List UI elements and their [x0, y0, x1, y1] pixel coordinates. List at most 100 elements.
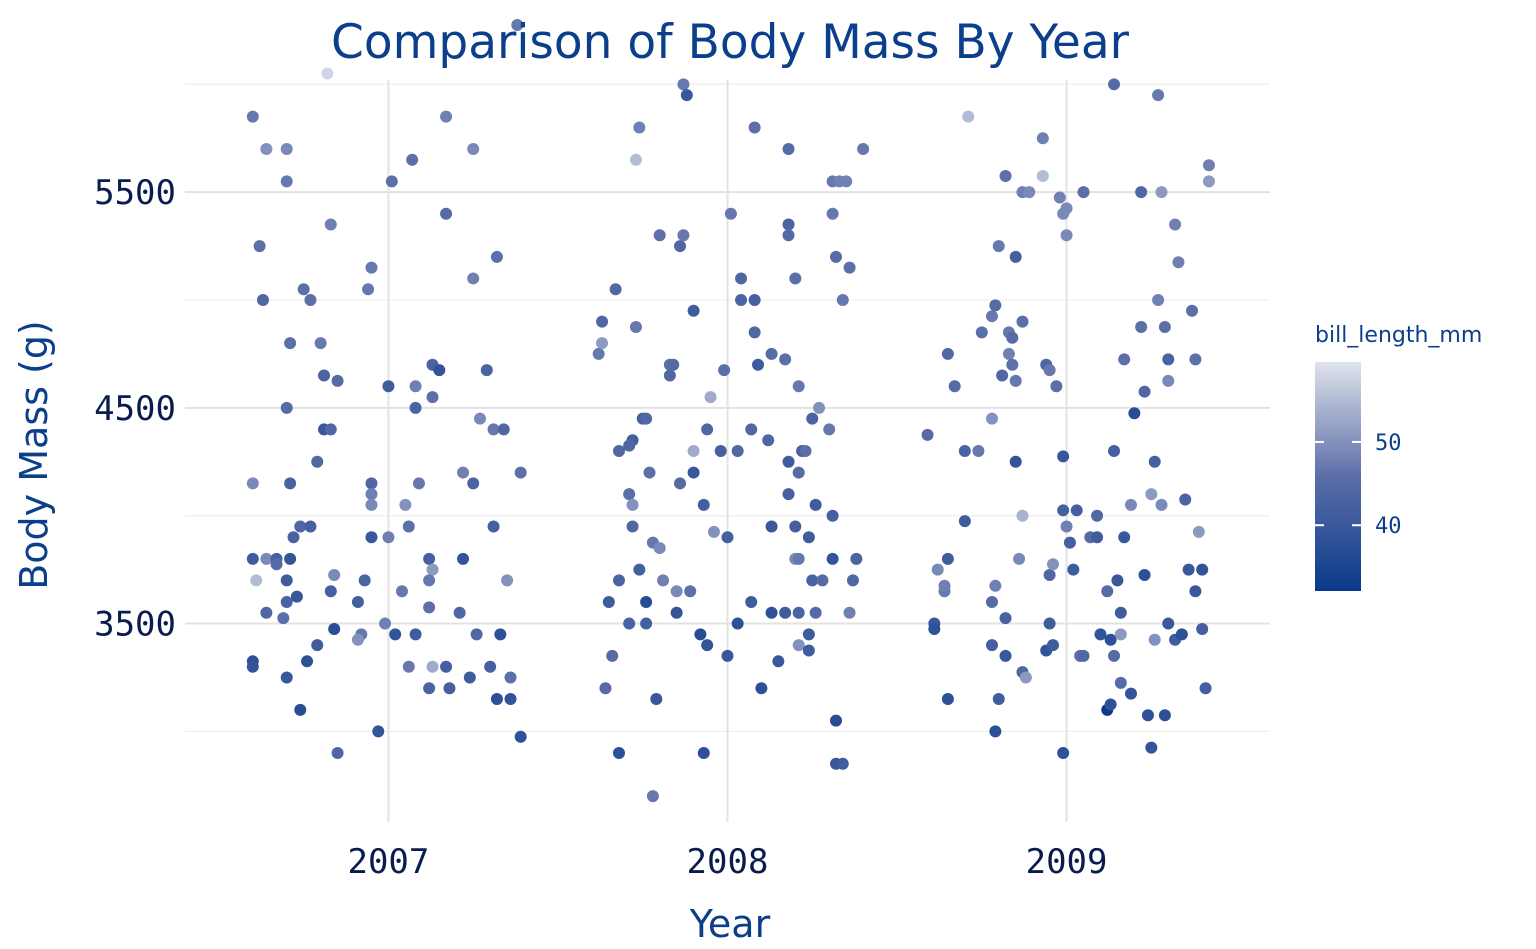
data-point — [1118, 353, 1131, 366]
y-tick-label: 5500 — [94, 173, 176, 213]
data-point — [467, 477, 480, 490]
data-point — [731, 445, 744, 457]
y-tick-label: 3500 — [94, 605, 176, 645]
data-point — [792, 552, 805, 565]
data-point — [514, 730, 527, 743]
data-point — [1182, 563, 1195, 576]
data-point — [958, 515, 971, 528]
data-point — [294, 703, 307, 716]
data-point — [697, 498, 710, 511]
data-point — [365, 477, 378, 490]
data-point — [284, 552, 297, 565]
data-point — [650, 693, 663, 706]
data-point — [802, 531, 815, 544]
data-point — [372, 725, 385, 738]
data-point — [1189, 353, 1202, 366]
data-point — [504, 671, 517, 684]
data-point — [1091, 531, 1104, 544]
data-point — [592, 347, 605, 360]
data-point — [1104, 633, 1117, 646]
legend-colorbar — [1315, 362, 1361, 591]
data-point — [1077, 649, 1090, 662]
data-point — [1145, 741, 1158, 754]
data-point — [433, 364, 446, 377]
data-point — [1186, 304, 1199, 317]
data-point — [467, 272, 480, 285]
data-point — [609, 283, 622, 296]
data-point — [1158, 709, 1171, 722]
data-point — [426, 563, 439, 576]
data-point — [640, 595, 653, 608]
data-point — [992, 693, 1005, 706]
data-point — [280, 574, 293, 587]
data-point — [999, 649, 1012, 662]
data-point — [1057, 450, 1070, 463]
data-point — [806, 412, 819, 425]
data-point — [677, 78, 690, 91]
data-point — [294, 520, 307, 533]
x-tick-label: 2008 — [687, 842, 769, 882]
data-point — [602, 595, 615, 608]
data-point — [1162, 353, 1175, 366]
data-point — [809, 498, 822, 511]
data-point — [1196, 622, 1209, 635]
data-point — [813, 401, 826, 414]
data-point — [752, 358, 765, 371]
data-point — [779, 353, 792, 366]
data-point — [802, 644, 815, 657]
data-point — [701, 423, 714, 436]
data-point — [1114, 628, 1127, 641]
data-point — [657, 574, 670, 587]
data-point — [1009, 374, 1022, 387]
data-point — [1023, 186, 1036, 199]
data-point — [246, 552, 259, 565]
data-point — [701, 639, 714, 652]
data-point — [735, 294, 748, 307]
data-point — [677, 229, 690, 242]
data-point — [1114, 606, 1127, 619]
data-point — [779, 606, 792, 619]
data-point — [626, 520, 639, 533]
data-point — [745, 595, 758, 608]
data-point — [304, 520, 317, 533]
data-point — [643, 466, 656, 479]
data-point — [748, 121, 761, 134]
data-point — [440, 660, 453, 673]
data-point — [473, 412, 486, 425]
data-point — [365, 488, 378, 501]
data-point — [623, 617, 636, 630]
data-point — [836, 294, 849, 307]
data-point — [399, 498, 412, 511]
data-point — [1019, 671, 1032, 684]
data-point — [985, 595, 998, 608]
data-point — [1192, 525, 1205, 538]
data-point — [1202, 159, 1215, 172]
data-point — [613, 746, 625, 759]
data-point — [423, 682, 436, 695]
data-point — [1128, 407, 1141, 420]
data-point — [921, 428, 934, 441]
data-point — [501, 574, 514, 587]
y-tick-label: 4500 — [94, 389, 176, 429]
data-point — [314, 337, 327, 350]
data-point — [463, 671, 476, 684]
data-point — [1016, 509, 1029, 522]
data-point — [1152, 294, 1165, 307]
data-point — [504, 693, 517, 706]
data-point — [277, 612, 290, 625]
data-point — [772, 655, 785, 668]
data-point — [1155, 498, 1168, 511]
data-point — [613, 445, 625, 457]
data-point — [674, 477, 687, 490]
data-point — [1009, 250, 1022, 263]
data-point — [1162, 374, 1175, 387]
data-point — [280, 401, 293, 414]
data-point — [938, 579, 951, 592]
data-point — [453, 606, 466, 619]
data-point — [670, 585, 683, 598]
legend-ticks: 40 50 — [1315, 431, 1402, 539]
data-point — [646, 790, 659, 803]
data-point — [843, 606, 856, 619]
data-point — [246, 110, 259, 123]
